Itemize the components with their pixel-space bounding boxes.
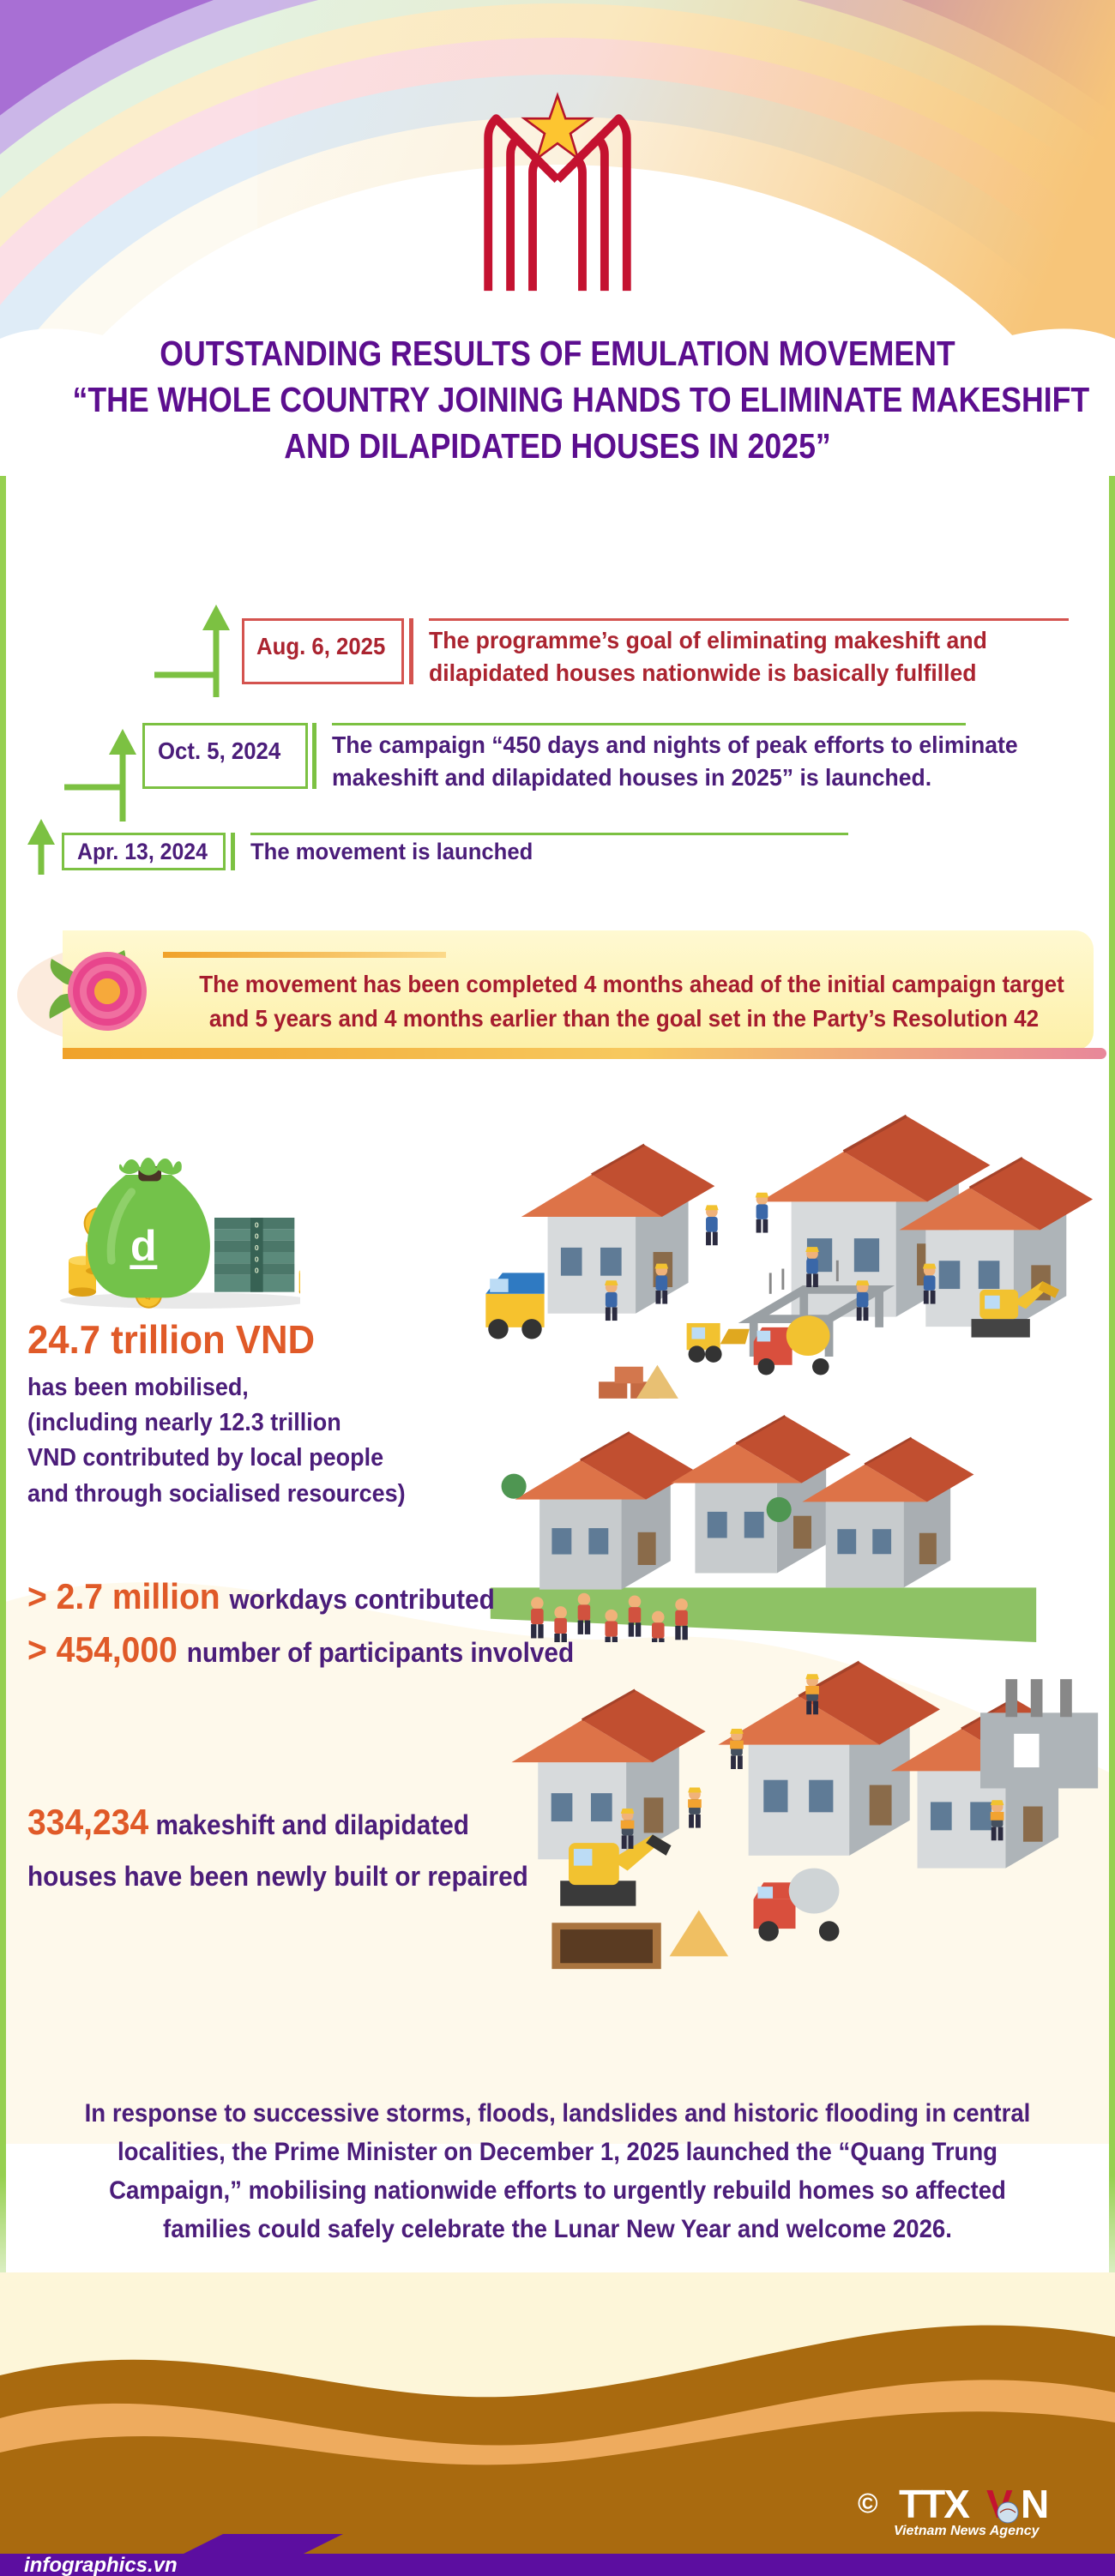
svg-text:©: © xyxy=(858,2488,878,2519)
svg-text:d: d xyxy=(130,1222,157,1270)
svg-text:0: 0 xyxy=(255,1220,259,1229)
svg-text:TTX: TTX xyxy=(899,2482,970,2526)
svg-text:N: N xyxy=(1021,2482,1047,2526)
svg-text:Vietnam News Agency: Vietnam News Agency xyxy=(894,2524,1040,2538)
svg-text:0: 0 xyxy=(255,1267,259,1275)
svg-text:0: 0 xyxy=(255,1255,259,1263)
svg-text:0: 0 xyxy=(255,1243,259,1252)
svg-text:0: 0 xyxy=(255,1232,259,1241)
